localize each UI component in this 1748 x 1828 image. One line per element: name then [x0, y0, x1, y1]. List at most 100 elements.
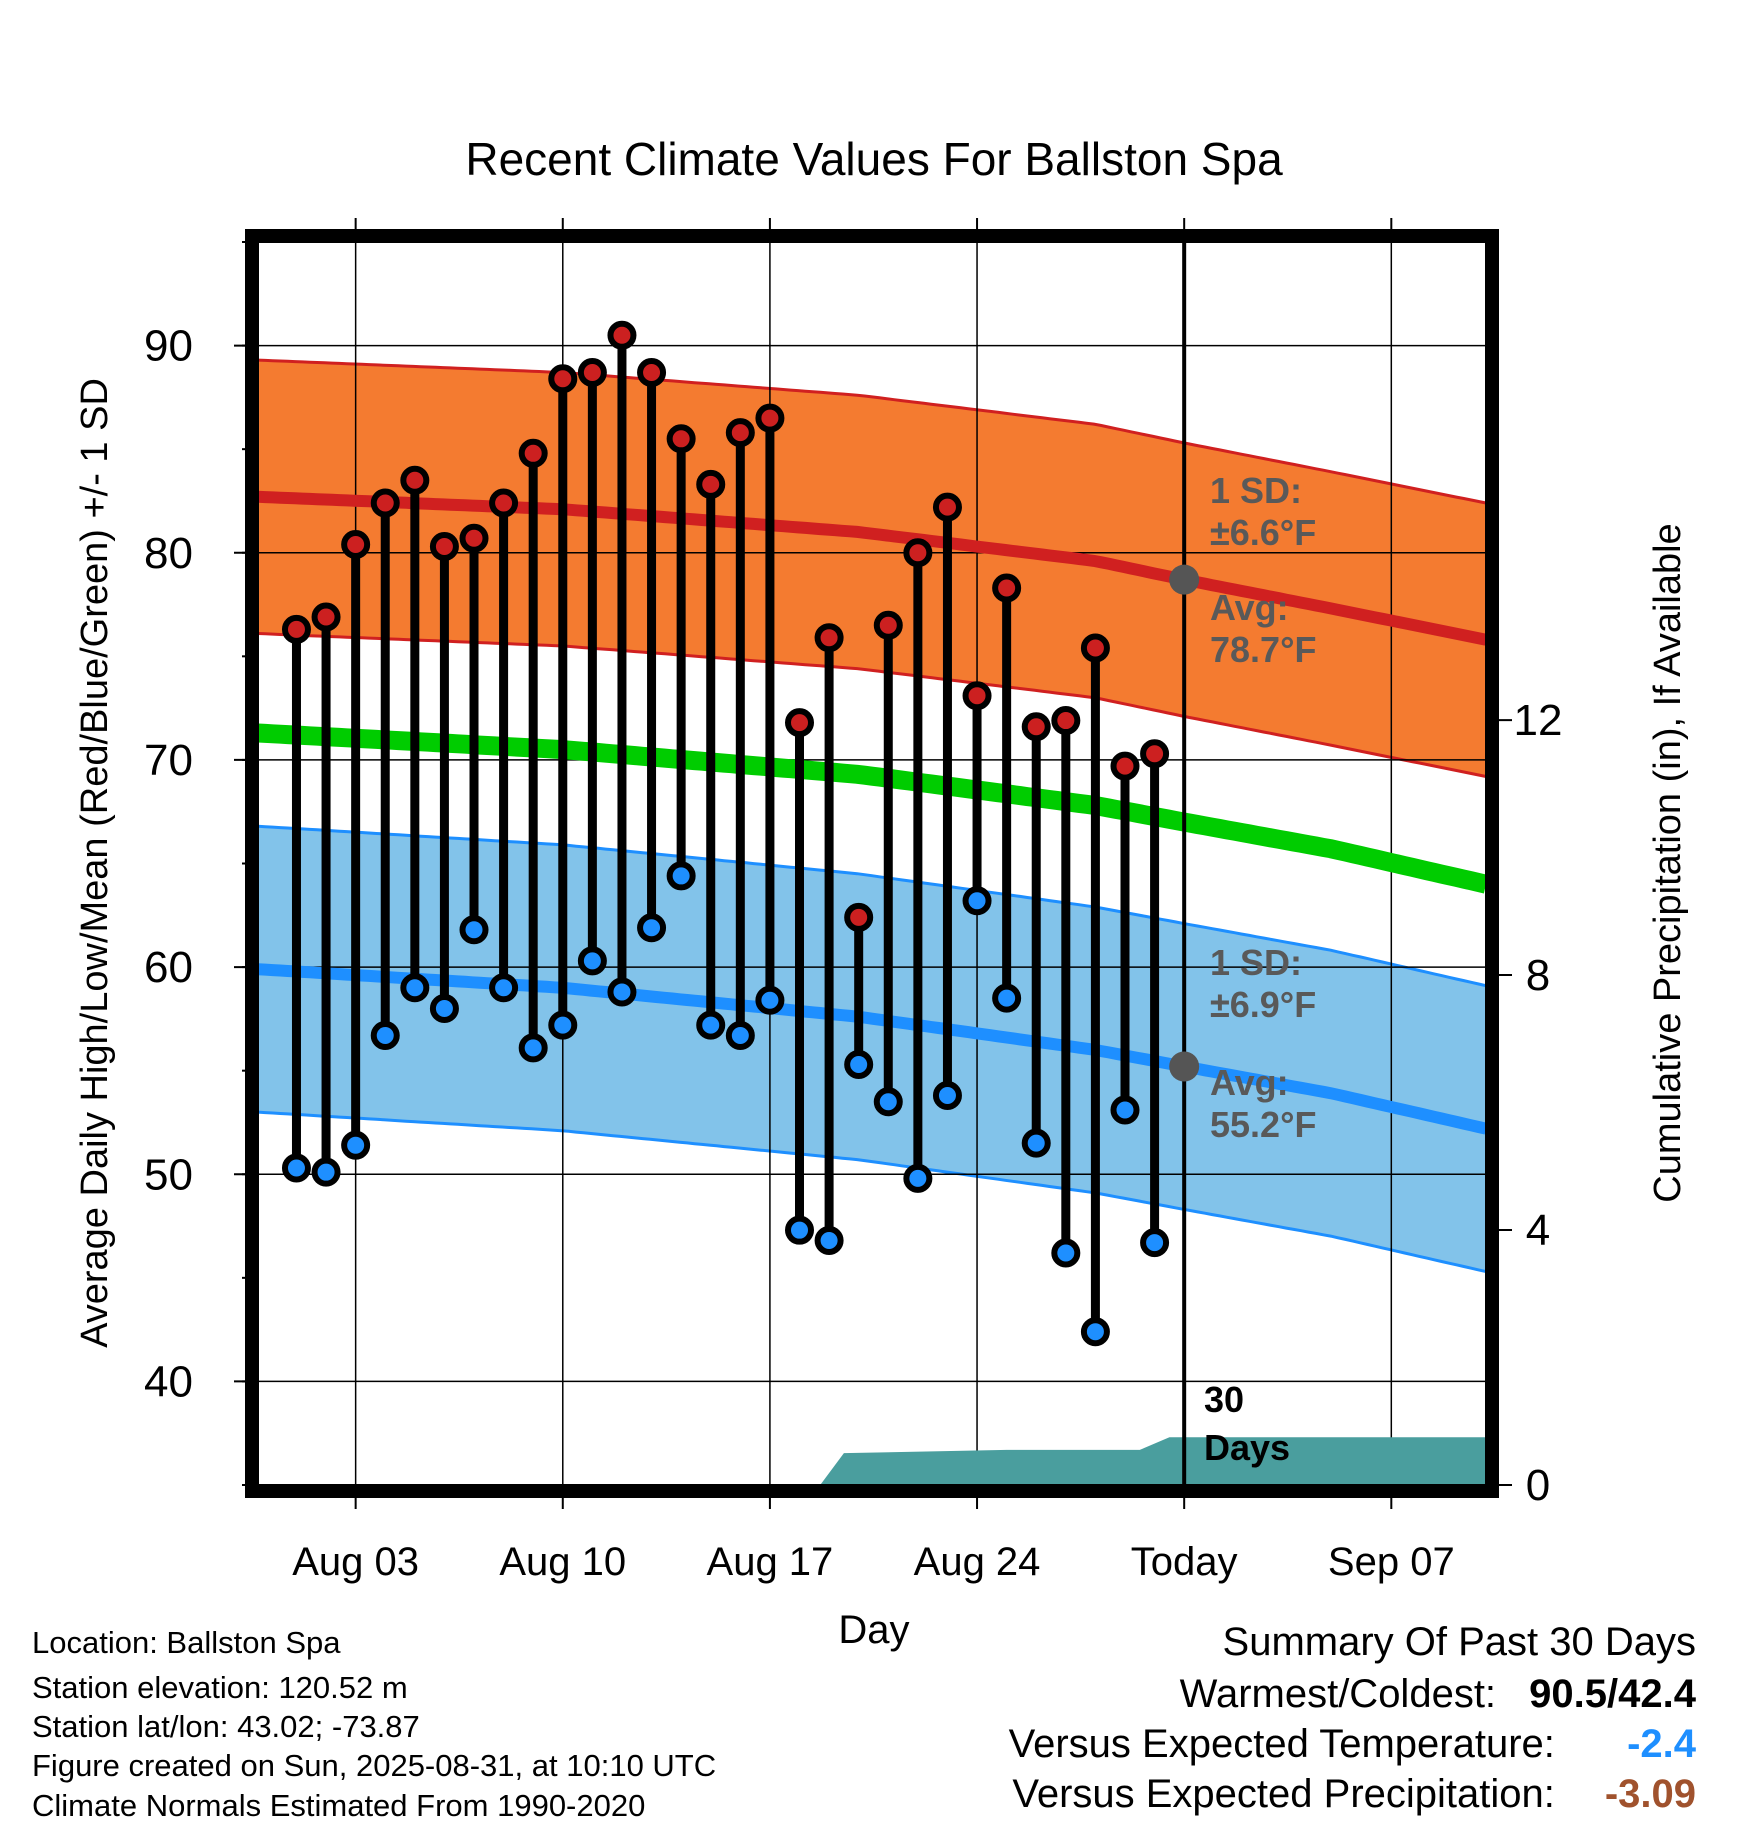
daily-low-point [962, 886, 992, 916]
daily-high-point [400, 465, 430, 495]
daily-low-point [755, 985, 785, 1015]
daily-high-point [370, 488, 400, 518]
summary-precip-value: -3.09 [1604, 1772, 1696, 1816]
low-sd-lower-edge [257, 1110, 1487, 1274]
daily-high-point [311, 602, 341, 632]
daily-high-point [1140, 739, 1170, 769]
low-sd-upper-edge [257, 824, 1487, 988]
today-days-line-2: Days [1204, 1427, 1290, 1468]
precip-cumulative-area [820, 1437, 1486, 1485]
daily-low-point [814, 1226, 844, 1256]
x-tick-label-2: Aug 17 [707, 1540, 834, 1584]
high-avg-value: 78.7°F [1210, 629, 1316, 670]
daily-low-point [518, 1033, 548, 1063]
summary-title: Summary Of Past 30 Days [1222, 1620, 1696, 1664]
high-avg-label: Avg: [1210, 587, 1289, 628]
daily-low-point [844, 1049, 874, 1079]
summary-temp-label: Versus Expected Temperature: [1008, 1722, 1555, 1766]
daily-low-point [725, 1020, 755, 1050]
daily-high-point [696, 469, 726, 499]
daily-high-point [548, 364, 578, 394]
low-normal-line [257, 963, 1488, 1135]
summary-warmest-label: Warmest/Coldest: [1179, 1672, 1497, 1716]
chart-title: Recent Climate Values For Ballston Spa [465, 133, 1283, 185]
daily-high-point [518, 438, 548, 468]
info-latlon: Station lat/lon: 43.02; -73.87 [32, 1709, 420, 1744]
info-elevation: Station elevation: 120.52 m [32, 1670, 408, 1705]
daily-low-point [666, 861, 696, 891]
summary-temp-value: -2.4 [1627, 1722, 1696, 1766]
y-left-tick-label-4: 80 [144, 529, 193, 578]
daily-high-point [1051, 706, 1081, 736]
mean-normal-line [257, 723, 1489, 894]
today-marker [1169, 242, 1200, 1485]
daily-low-point [459, 915, 489, 945]
y-axis-right-label: Cumulative Precipitation (in), If Availa… [1647, 523, 1689, 1202]
today-low-avg-marker [1169, 1051, 1200, 1082]
daily-low-point [311, 1157, 341, 1187]
daily-data [281, 320, 1170, 1347]
daily-high-point [814, 623, 844, 653]
daily-high-point [1021, 712, 1051, 742]
daily-low-point [1140, 1228, 1170, 1258]
y-axis-left-label: Average Daily High/Low/Mean (Red/Blue/Gr… [74, 378, 116, 1348]
daily-high-point [873, 610, 903, 640]
daily-high-point [1110, 751, 1140, 781]
daily-low-point [429, 994, 459, 1024]
daily-low-point [1021, 1128, 1051, 1158]
daily-low-point [696, 1010, 726, 1040]
high-sd-value: ±6.6°F [1210, 512, 1316, 553]
high-sd-lower-edge [257, 632, 1487, 778]
daily-low-point [992, 983, 1022, 1013]
x-axis-label: Day [838, 1608, 909, 1652]
summary-warmest: Warmest/Coldest: 90.5/42.4 [1180, 1672, 1696, 1717]
daily-high-point [844, 902, 874, 932]
daily-low-point [1051, 1238, 1081, 1268]
info-created: Figure created on Sun, 2025-08-31, at 10… [32, 1748, 717, 1783]
daily-low-point [370, 1020, 400, 1050]
y-right-tick-label-2: 8 [1526, 951, 1550, 1000]
daily-high-point [281, 614, 311, 644]
daily-low-point [577, 946, 607, 976]
daily-low-point [785, 1215, 815, 1245]
x-tick-label-5: Sep 07 [1328, 1540, 1455, 1584]
daily-high-point [932, 492, 962, 522]
today-high-avg-marker [1169, 564, 1200, 595]
daily-low-point [873, 1087, 903, 1117]
daily-high-point [725, 418, 755, 448]
y-left-tick-label-2: 60 [144, 943, 193, 992]
y-left-tick-label-0: 40 [144, 1357, 193, 1406]
high-sd-label: 1 SD: [1210, 470, 1302, 511]
daily-low-point [341, 1130, 371, 1160]
low-avg-value: 55.2°F [1210, 1104, 1316, 1145]
y-left-tick-label-3: 70 [144, 736, 193, 785]
y-right-tick-label-1: 4 [1526, 1206, 1550, 1255]
daily-low-point [1080, 1317, 1110, 1347]
daily-high-point [903, 538, 933, 568]
daily-high-point [607, 320, 637, 350]
daily-high-point [785, 708, 815, 738]
summary-warmest-value: 90.5/42.4 [1529, 1672, 1696, 1716]
high-normal-line [257, 490, 1488, 646]
daily-low-point [1110, 1095, 1140, 1125]
today-days-line-1: 30 [1204, 1379, 1244, 1420]
daily-high-point [577, 358, 607, 388]
low-sd-label: 1 SD: [1210, 942, 1302, 983]
low-avg-label: Avg: [1210, 1062, 1289, 1103]
summary-temp: Versus Expected Temperature: -2.4 [1009, 1722, 1696, 1767]
daily-low-point [281, 1153, 311, 1183]
daily-low-point [489, 973, 519, 1003]
daily-low-point [607, 977, 637, 1007]
daily-high-point [341, 529, 371, 559]
x-tick-label-1: Aug 10 [499, 1540, 626, 1584]
y-left-tick-label-5: 90 [144, 322, 193, 371]
daily-high-point [992, 573, 1022, 603]
annotations: 1 SD: ±6.6°F Avg: 78.7°F 1 SD: ±6.9°F Av… [1210, 470, 1316, 1145]
daily-low-point [903, 1163, 933, 1193]
y-right-tick-label-0: 0 [1526, 1461, 1550, 1510]
daily-low-point [932, 1081, 962, 1111]
precip-area [820, 1437, 1486, 1485]
low-sd-value: ±6.9°F [1210, 984, 1316, 1025]
daily-low-point [548, 1010, 578, 1040]
